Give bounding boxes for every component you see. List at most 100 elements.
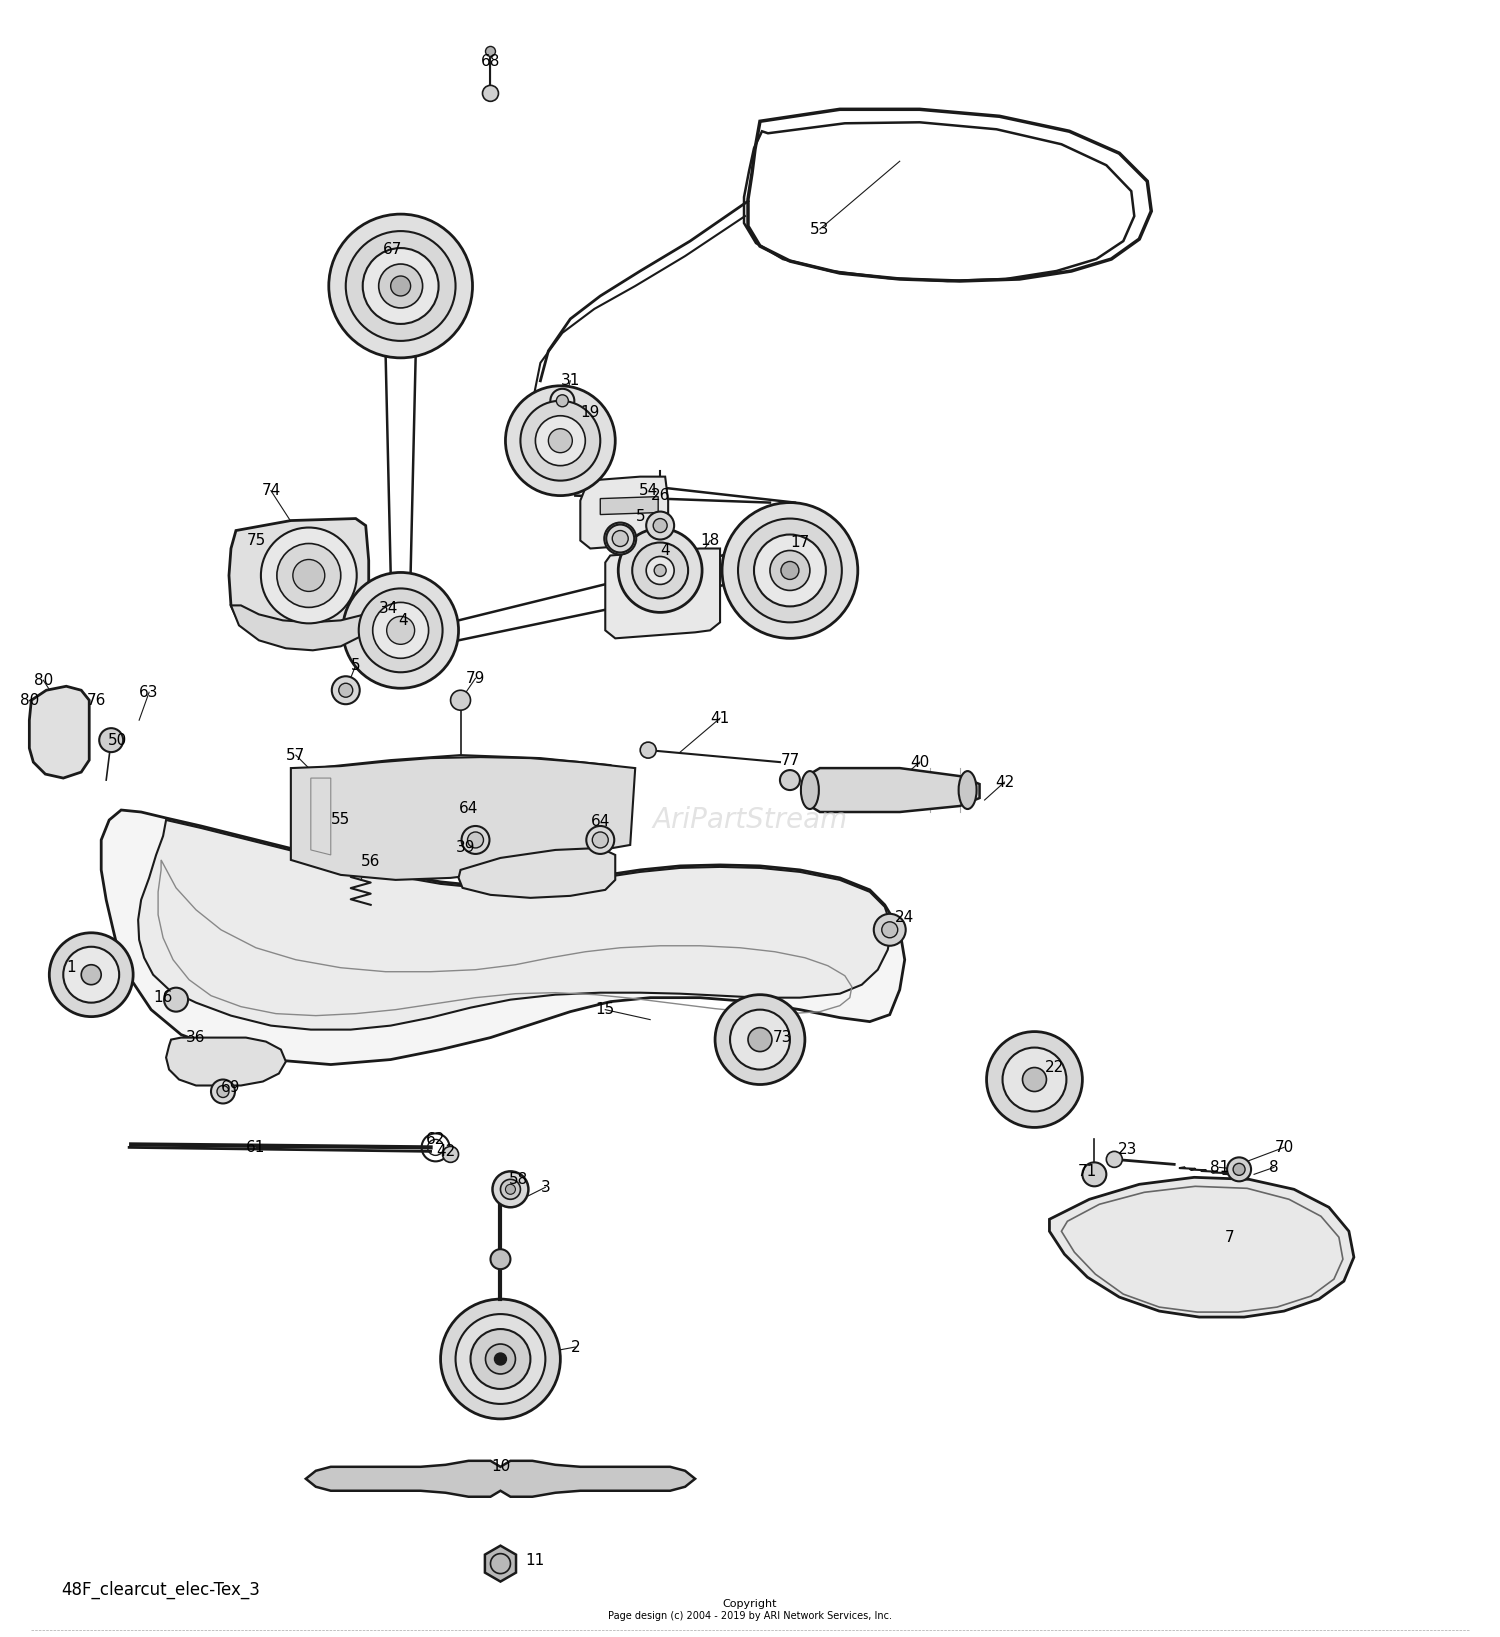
Circle shape	[770, 550, 810, 591]
Circle shape	[550, 390, 574, 413]
Circle shape	[164, 987, 188, 1012]
Text: AriPartStream: AriPartStream	[652, 805, 847, 833]
Text: 64: 64	[459, 800, 478, 815]
Circle shape	[345, 231, 456, 340]
Circle shape	[1233, 1164, 1245, 1175]
Circle shape	[782, 561, 800, 579]
Text: 19: 19	[580, 406, 600, 421]
Circle shape	[501, 1179, 520, 1200]
Text: 69: 69	[220, 1080, 240, 1095]
Circle shape	[536, 416, 585, 465]
Text: 11: 11	[526, 1554, 544, 1568]
Circle shape	[363, 249, 438, 324]
Circle shape	[549, 429, 573, 453]
Text: 36: 36	[186, 1030, 206, 1044]
Text: 42: 42	[436, 1144, 454, 1159]
Text: 79: 79	[466, 671, 484, 686]
Polygon shape	[138, 820, 891, 1030]
Polygon shape	[810, 768, 980, 812]
Circle shape	[211, 1079, 236, 1103]
Circle shape	[1227, 1157, 1251, 1182]
Polygon shape	[580, 476, 668, 548]
Circle shape	[987, 1031, 1083, 1128]
Circle shape	[278, 543, 340, 607]
Text: 39: 39	[456, 840, 476, 856]
Circle shape	[506, 386, 615, 496]
Text: 15: 15	[596, 1002, 615, 1017]
Text: 4: 4	[660, 543, 670, 558]
Polygon shape	[231, 606, 370, 650]
Circle shape	[390, 277, 411, 296]
Text: 48F_clearcut_elec-Tex_3: 48F_clearcut_elec-Tex_3	[62, 1580, 260, 1599]
Circle shape	[339, 683, 352, 697]
Polygon shape	[1050, 1177, 1354, 1318]
Text: 54: 54	[639, 483, 658, 498]
Circle shape	[486, 46, 495, 56]
Text: 58: 58	[509, 1172, 528, 1187]
Text: 73: 73	[772, 1030, 792, 1044]
Circle shape	[1023, 1067, 1047, 1092]
Text: 7: 7	[1224, 1229, 1234, 1244]
Circle shape	[442, 1146, 459, 1162]
Text: 8: 8	[1269, 1161, 1280, 1175]
Text: 5: 5	[636, 509, 645, 524]
Circle shape	[387, 617, 414, 645]
Circle shape	[606, 524, 634, 553]
Circle shape	[652, 519, 668, 532]
Circle shape	[372, 602, 429, 658]
Circle shape	[495, 1354, 507, 1365]
Circle shape	[81, 964, 100, 985]
Circle shape	[261, 527, 357, 624]
Circle shape	[506, 1184, 516, 1195]
Circle shape	[462, 827, 489, 855]
Text: Page design (c) 2004 - 2019 by ARI Network Services, Inc.: Page design (c) 2004 - 2019 by ARI Netwo…	[608, 1611, 892, 1621]
Polygon shape	[291, 758, 634, 879]
Circle shape	[471, 1329, 531, 1388]
Circle shape	[882, 922, 897, 938]
Text: 80: 80	[33, 673, 53, 688]
Text: 10: 10	[490, 1459, 510, 1475]
Circle shape	[344, 573, 459, 688]
Text: 74: 74	[261, 483, 280, 498]
Polygon shape	[230, 519, 369, 645]
Text: 18: 18	[700, 534, 720, 548]
Circle shape	[722, 503, 858, 638]
Text: 80: 80	[20, 692, 39, 707]
Ellipse shape	[801, 771, 819, 809]
Text: 56: 56	[362, 855, 381, 869]
Circle shape	[332, 676, 360, 704]
Text: 3: 3	[540, 1180, 550, 1195]
Polygon shape	[166, 1038, 286, 1085]
Text: 22: 22	[1046, 1061, 1064, 1076]
Circle shape	[780, 769, 800, 791]
Text: 5: 5	[351, 658, 360, 673]
Text: 1: 1	[66, 961, 76, 976]
Polygon shape	[484, 1545, 516, 1581]
Circle shape	[328, 214, 472, 359]
Circle shape	[358, 588, 442, 673]
Circle shape	[450, 691, 471, 710]
Circle shape	[646, 512, 674, 540]
Circle shape	[586, 827, 615, 855]
Circle shape	[646, 557, 674, 584]
Circle shape	[468, 832, 483, 848]
Circle shape	[748, 1028, 772, 1051]
Text: 67: 67	[382, 242, 402, 257]
Circle shape	[292, 560, 326, 591]
Text: 62: 62	[426, 1131, 445, 1148]
Polygon shape	[100, 810, 904, 1064]
Text: 53: 53	[810, 221, 830, 237]
Text: 57: 57	[286, 748, 306, 763]
Circle shape	[492, 1172, 528, 1206]
Circle shape	[738, 519, 842, 622]
Polygon shape	[606, 548, 720, 638]
Text: 70: 70	[1275, 1139, 1293, 1154]
Circle shape	[640, 742, 656, 758]
Circle shape	[874, 913, 906, 946]
Ellipse shape	[958, 771, 976, 809]
Polygon shape	[459, 848, 615, 897]
Circle shape	[441, 1300, 561, 1419]
Text: 81: 81	[1209, 1161, 1228, 1175]
Text: 68: 68	[482, 54, 500, 69]
Polygon shape	[30, 686, 88, 778]
